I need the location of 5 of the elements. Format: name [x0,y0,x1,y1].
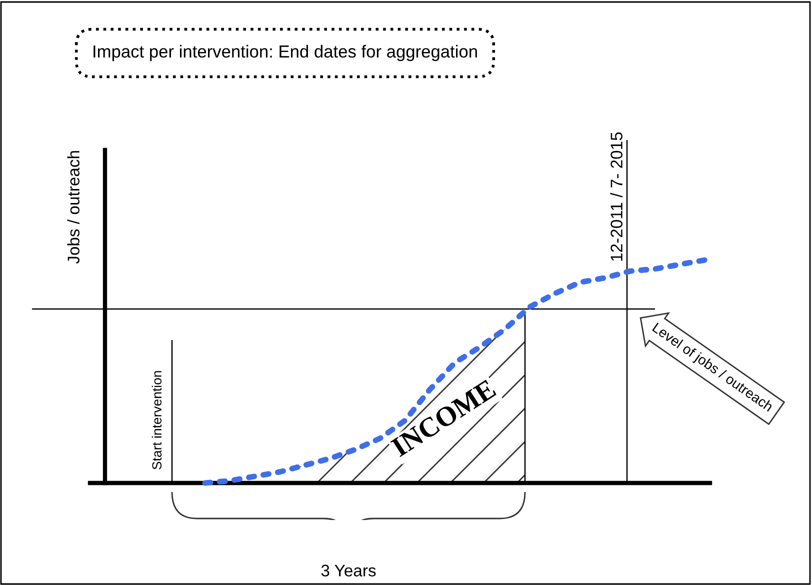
text: 3 Years [321,564,376,576]
text: Jobs / outreach [67,151,80,264]
text: Start intervention [152,371,162,470]
chart-title: Impact per intervention: End dates for aggregation [94,44,477,62]
annotation: 12-2011 / 7- 2015 [610,132,622,261]
